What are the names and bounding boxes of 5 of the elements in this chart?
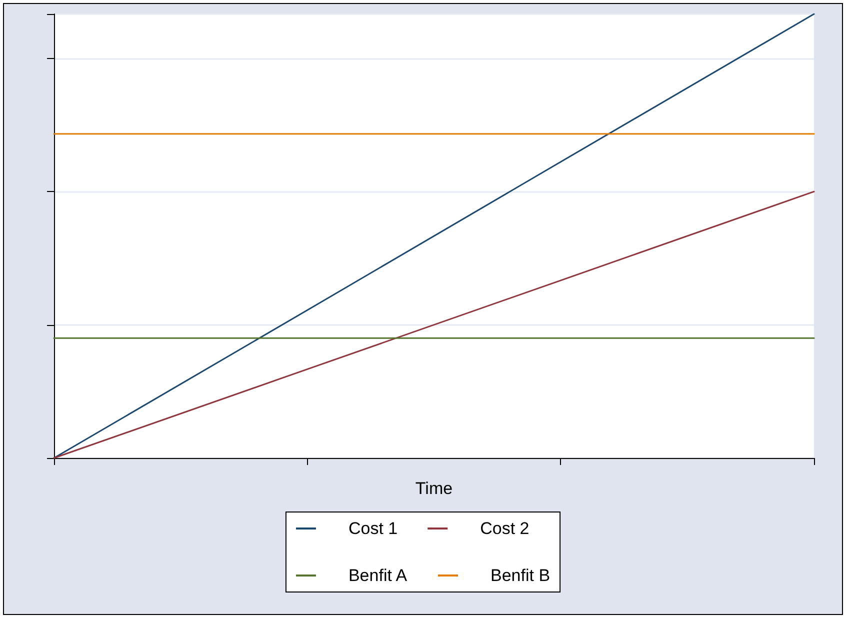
legend-label: Benfit A <box>348 566 408 585</box>
legend-label: Benfit B <box>490 566 550 585</box>
legend-label: Cost 1 <box>348 519 398 538</box>
x-axis-title: Time <box>415 479 453 498</box>
legend-label: Cost 2 <box>480 519 530 538</box>
